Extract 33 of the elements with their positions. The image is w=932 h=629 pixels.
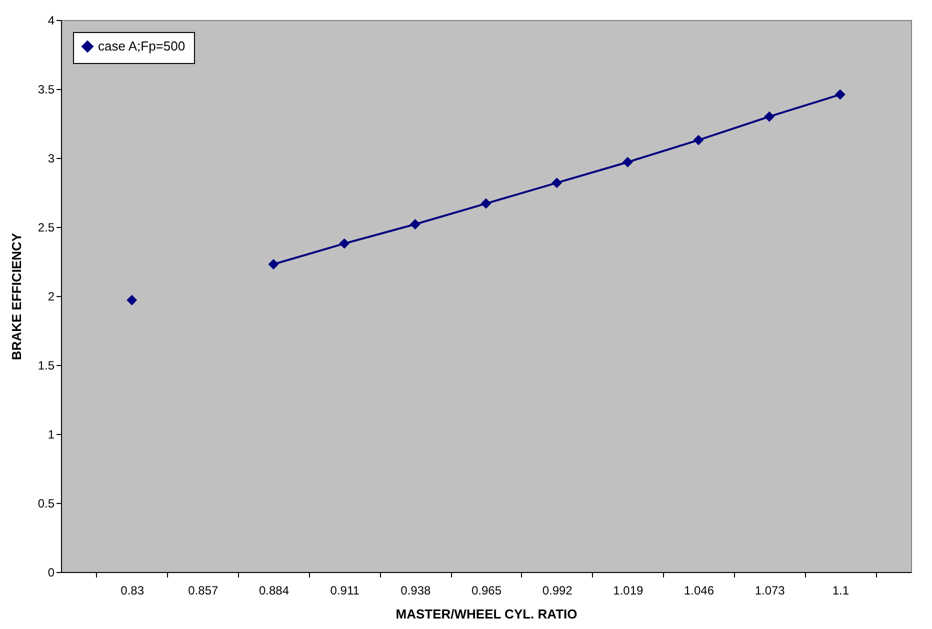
- y-tick-label: 1: [48, 428, 55, 442]
- x-tick-label: 1.019: [613, 584, 644, 598]
- point: [480, 198, 492, 209]
- y-tick-label: 2: [48, 290, 55, 304]
- point: [126, 294, 138, 306]
- point: [552, 178, 562, 188]
- x-tick-label: 0.911: [330, 584, 360, 598]
- x-tick-label: 1.073: [754, 584, 786, 598]
- y-tick-label: 1.5: [38, 358, 55, 372]
- legend-label: case A;Fp=500: [98, 38, 186, 54]
- x-tick-label: 0.83: [120, 584, 144, 598]
- point: [339, 238, 350, 249]
- x-tick-label: 0.965: [471, 584, 502, 598]
- y-axis-title: BRAKE EFFICIENCY: [8, 232, 24, 360]
- y-tick-label: 4: [48, 14, 55, 28]
- point: [268, 259, 279, 270]
- point: [622, 156, 633, 168]
- y-tick-label: 3: [48, 152, 55, 166]
- y-tick-label: 0: [48, 566, 55, 580]
- point: [693, 134, 704, 146]
- y-tick-label: 2.5: [38, 220, 55, 234]
- y-tick-label: 0.5: [38, 496, 55, 510]
- x-tick-label: 0.938: [400, 584, 432, 598]
- point: [834, 89, 846, 100]
- y-tick-label: 3.5: [38, 82, 55, 96]
- x-tick-label: 1.1: [832, 584, 850, 598]
- point: [764, 111, 775, 122]
- x-axis-title: MASTER/WHEEL CYL. RATIO: [396, 606, 578, 622]
- point: [410, 218, 420, 230]
- x-tick-label: 0.857: [188, 584, 219, 598]
- x-tick-label: 0.884: [258, 584, 290, 598]
- x-tick-label: 0.992: [542, 584, 573, 598]
- x-tick-label: 1.046: [684, 584, 714, 598]
